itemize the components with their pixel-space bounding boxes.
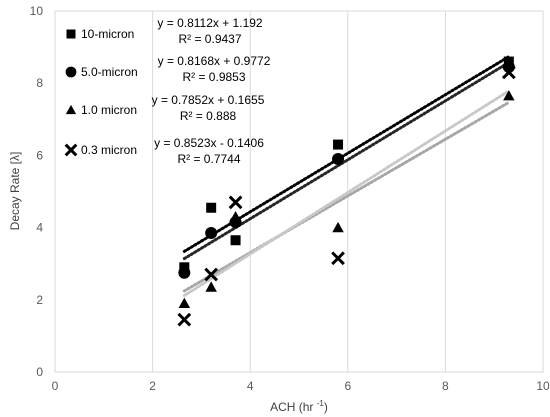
legend-marker-series-1	[65, 66, 77, 78]
data-point-series-0	[230, 235, 241, 246]
y-tick-label: 10	[30, 4, 44, 18]
y-tick-label: 0	[36, 365, 43, 379]
y-tick-label: 6	[36, 148, 43, 162]
x-axis-label-superscript: -1	[317, 399, 325, 408]
data-point-series-2	[205, 281, 217, 292]
x-tick-label: 8	[442, 379, 449, 393]
legend-marker-series-2	[65, 104, 77, 115]
plot-area-border	[54, 10, 544, 373]
x-tick-label: 6	[344, 379, 351, 393]
data-point-series-1	[178, 266, 191, 279]
data-point-series-2	[503, 90, 515, 101]
x-tick-label: 2	[149, 379, 156, 393]
legend-marker-series-0	[66, 29, 76, 39]
data-point-series-3	[501, 65, 516, 80]
trendline-r2-series-2: R² = 0.888	[180, 109, 237, 123]
legend-label-series-1: 5.0-micron	[81, 65, 138, 79]
data-point-series-3	[204, 267, 219, 282]
data-point-series-3	[331, 251, 345, 266]
trendline-equations: y = 0.8112x + 1.192 R² = 0.9437 y = 0.8168…	[152, 16, 271, 166]
data-point-series-2	[332, 221, 344, 233]
data-point-series-2	[229, 211, 242, 222]
legend-label-series-0: 10-micron	[81, 27, 134, 41]
y-tick-label: 4	[36, 221, 43, 235]
legend-label-series-3: 0.3 micron	[81, 143, 137, 157]
trendline-equation-series-3: y = 0.8523x - 0.1406	[154, 136, 264, 150]
data-point-series-3	[177, 312, 192, 327]
data-point-series-1	[332, 153, 345, 166]
y-axis-label: Decay Rate [λ]	[8, 152, 22, 231]
x-axis-label: ACH (hr -1)	[270, 399, 328, 414]
x-tick-label: 0	[52, 379, 59, 393]
data-point-series-3	[228, 195, 243, 210]
legend: 10-micron 5.0-micron 1.0 micron 0.3 micron	[64, 27, 138, 157]
trendline-equation-series-0: y = 0.8112x + 1.192	[157, 16, 263, 30]
y-tick-label: 2	[36, 293, 43, 307]
data-points	[177, 56, 516, 327]
y-tick-label: 8	[36, 76, 43, 90]
x-tick-label: 4	[247, 379, 254, 393]
data-point-series-2	[178, 297, 191, 309]
trendline-r2-series-0: R² = 0.9437	[178, 32, 241, 46]
x-tick-labels: 0 2 4 6 8 10	[52, 379, 550, 393]
legend-marker-series-3	[64, 143, 78, 157]
trendline-r2-series-3: R² = 0.7744	[177, 152, 240, 166]
trendline-series-2	[182, 100, 511, 293]
data-point-series-1	[205, 227, 218, 240]
trendline-equation-series-1: y = 0.8168x + 0.9772	[158, 54, 271, 68]
data-point-series-0	[206, 202, 217, 213]
y-tick-labels: 0 2 4 6 8 10	[30, 4, 44, 379]
x-axis-label-close: )	[324, 400, 328, 414]
trendline-equation-series-2: y = 0.7852x + 0.1655	[152, 93, 265, 107]
trendline-series-3	[182, 89, 511, 298]
legend-label-series-2: 1.0 micron	[81, 103, 137, 117]
trendline-r2-series-1: R² = 0.9853	[182, 70, 245, 84]
data-point-series-0	[333, 139, 344, 150]
x-tick-label: 10	[536, 379, 550, 393]
